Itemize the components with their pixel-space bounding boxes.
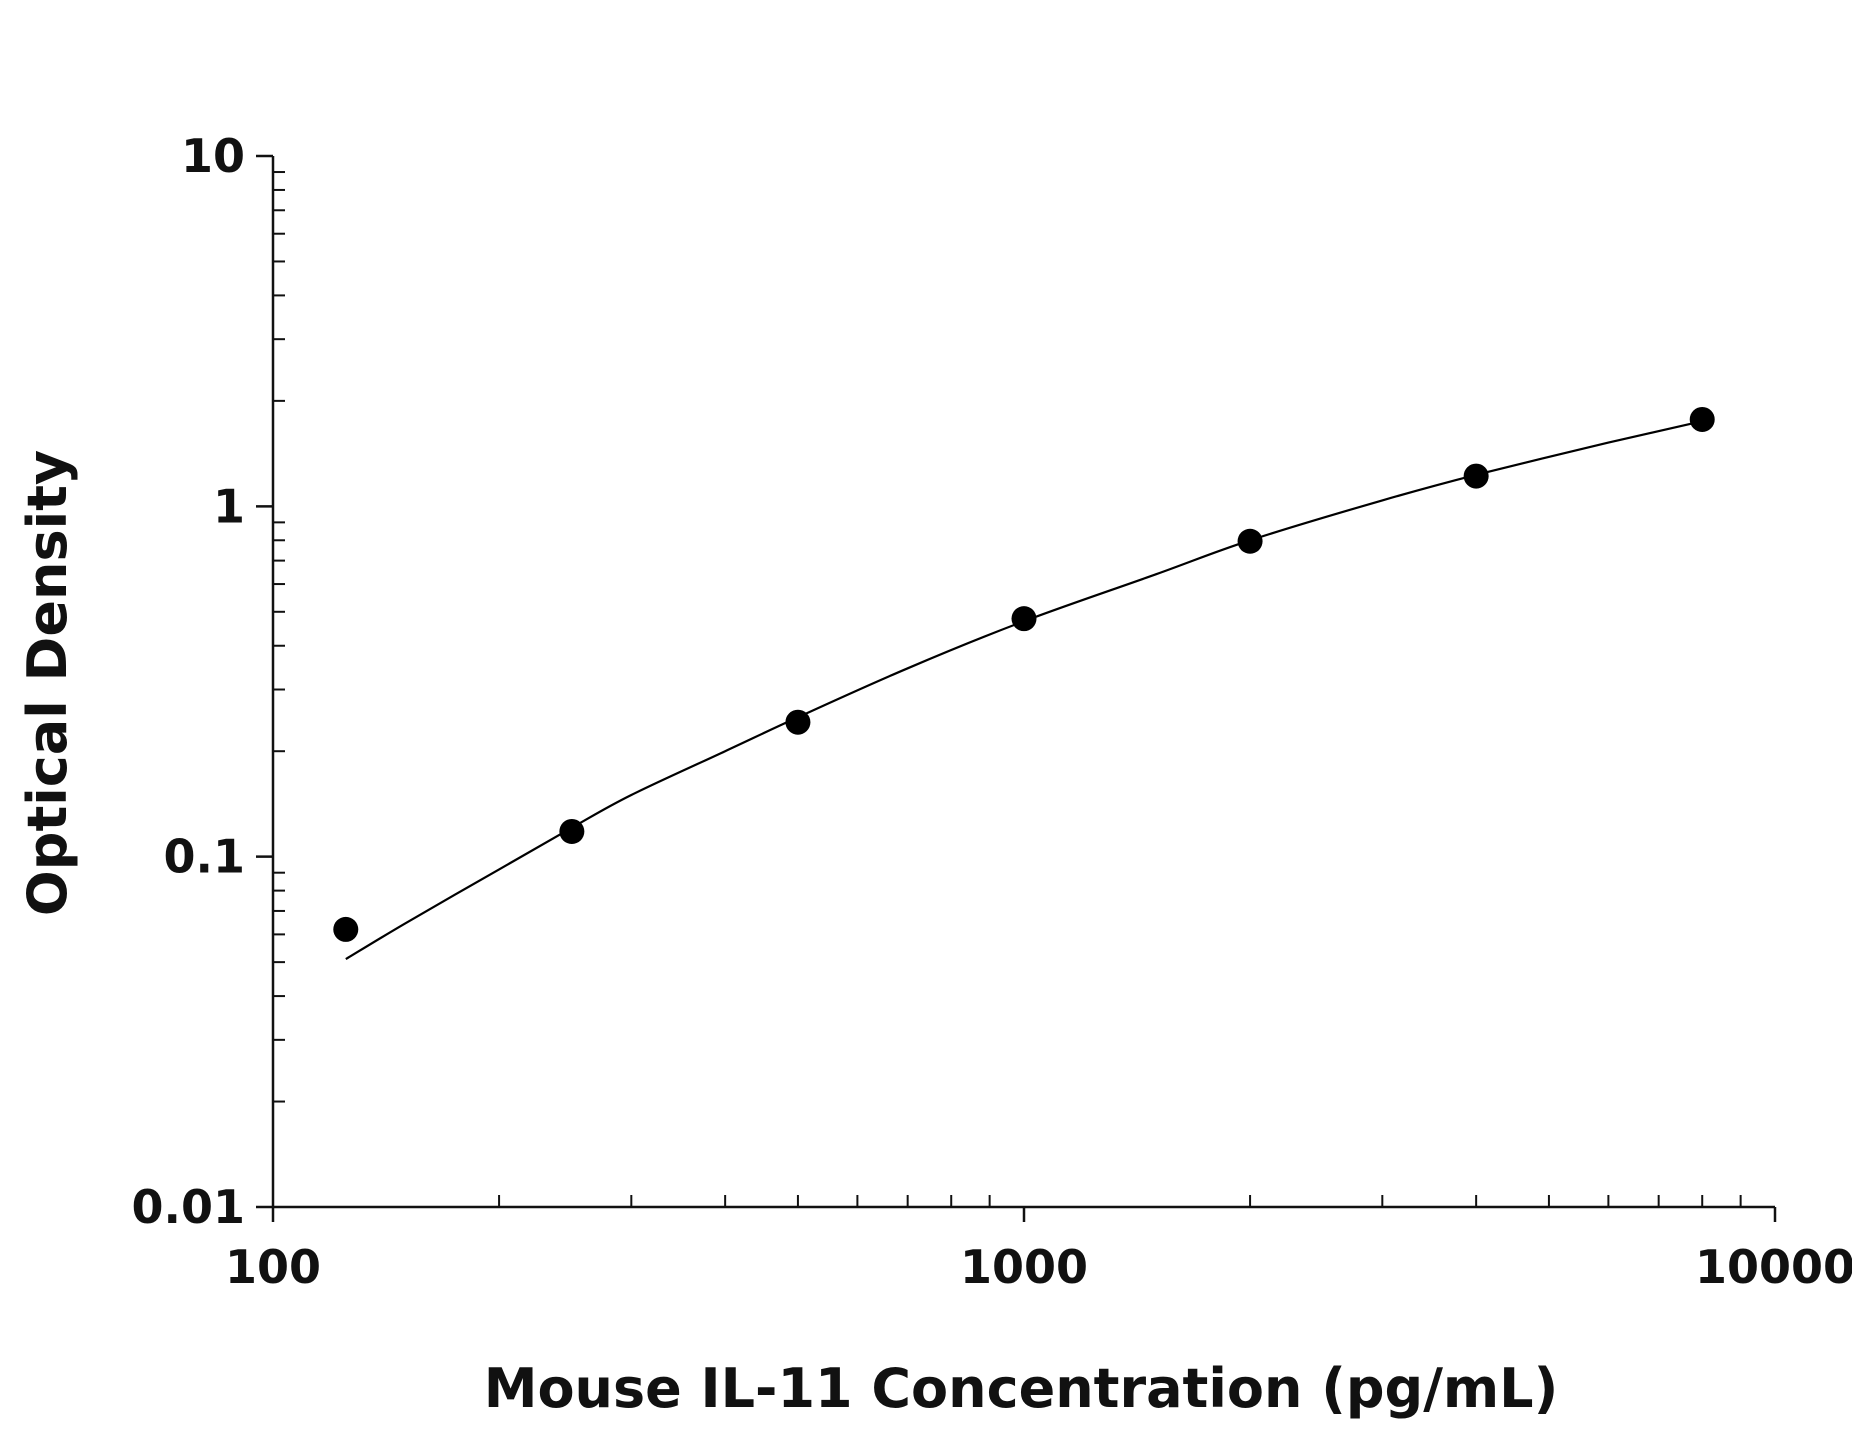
data-point: [1690, 407, 1715, 432]
fit-curve-layer: [346, 421, 1702, 959]
axes: 10 1 0.1 0.01 100 1000 10000: [132, 129, 1852, 1294]
data-point: [333, 917, 358, 942]
data-point: [1238, 529, 1263, 554]
x-tick-label: 10000: [1695, 1240, 1852, 1294]
data-point: [1464, 464, 1489, 489]
x-tick-label: 100: [225, 1240, 321, 1294]
fit-curve-line: [346, 421, 1702, 959]
y-tick-label: 0.1: [164, 830, 246, 884]
data-points-layer: [333, 407, 1714, 942]
data-point: [785, 710, 810, 735]
data-point: [1012, 606, 1037, 631]
x-tick-label: 1000: [960, 1240, 1088, 1294]
data-point: [559, 819, 584, 844]
y-tick-label: 1: [213, 479, 245, 533]
x-axis-title: Mouse IL-11 Concentration (pg/mL): [484, 1357, 1559, 1420]
y-tick-label: 0.01: [132, 1180, 246, 1234]
y-axis-title: Optical Density: [16, 450, 79, 916]
y-tick-label: 10: [181, 129, 245, 183]
